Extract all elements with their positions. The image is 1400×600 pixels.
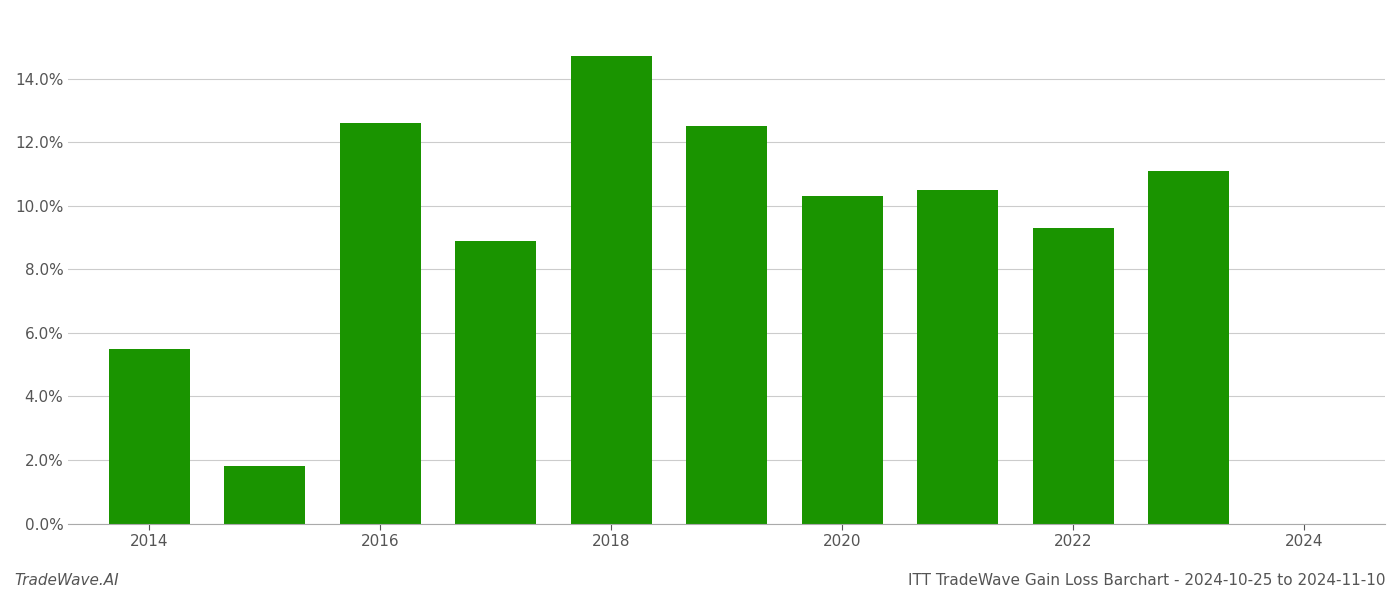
Bar: [224, 466, 305, 524]
Bar: [109, 349, 189, 524]
Bar: [1148, 171, 1229, 524]
Bar: [917, 190, 998, 524]
Bar: [802, 196, 882, 524]
Bar: [686, 126, 767, 524]
Text: TradeWave.AI: TradeWave.AI: [14, 573, 119, 588]
Bar: [455, 241, 536, 524]
Text: ITT TradeWave Gain Loss Barchart - 2024-10-25 to 2024-11-10: ITT TradeWave Gain Loss Barchart - 2024-…: [909, 573, 1386, 588]
Bar: [1033, 228, 1113, 524]
Bar: [340, 123, 420, 524]
Bar: [571, 56, 651, 524]
